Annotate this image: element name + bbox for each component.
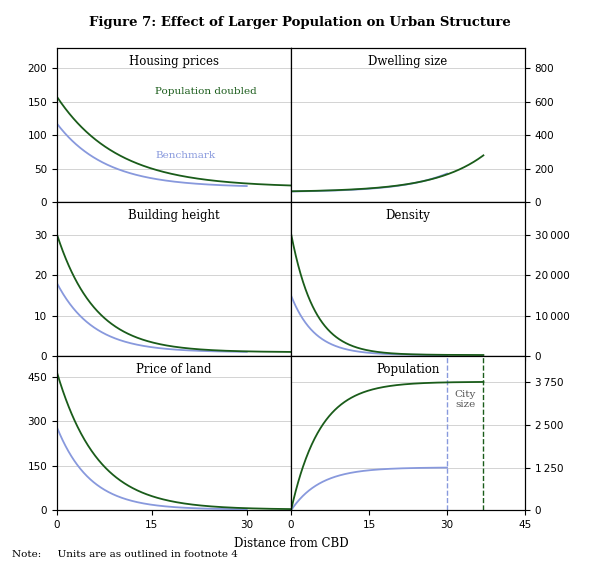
Text: Building height: Building height <box>128 209 220 222</box>
Text: Population doubled: Population doubled <box>155 87 257 96</box>
Text: Housing prices: Housing prices <box>129 55 219 68</box>
Text: Dwelling size: Dwelling size <box>368 55 448 68</box>
Text: Benchmark: Benchmark <box>155 151 215 160</box>
Text: Figure 7: Effect of Larger Population on Urban Structure: Figure 7: Effect of Larger Population on… <box>89 16 511 29</box>
Text: Density: Density <box>386 209 430 222</box>
Text: Population: Population <box>376 363 440 376</box>
Text: Price of land: Price of land <box>136 363 212 376</box>
Text: City
size: City size <box>455 390 476 409</box>
Text: Note:     Units are as outlined in footnote 4: Note: Units are as outlined in footnote … <box>12 550 238 559</box>
Text: Distance from CBD: Distance from CBD <box>233 537 349 550</box>
